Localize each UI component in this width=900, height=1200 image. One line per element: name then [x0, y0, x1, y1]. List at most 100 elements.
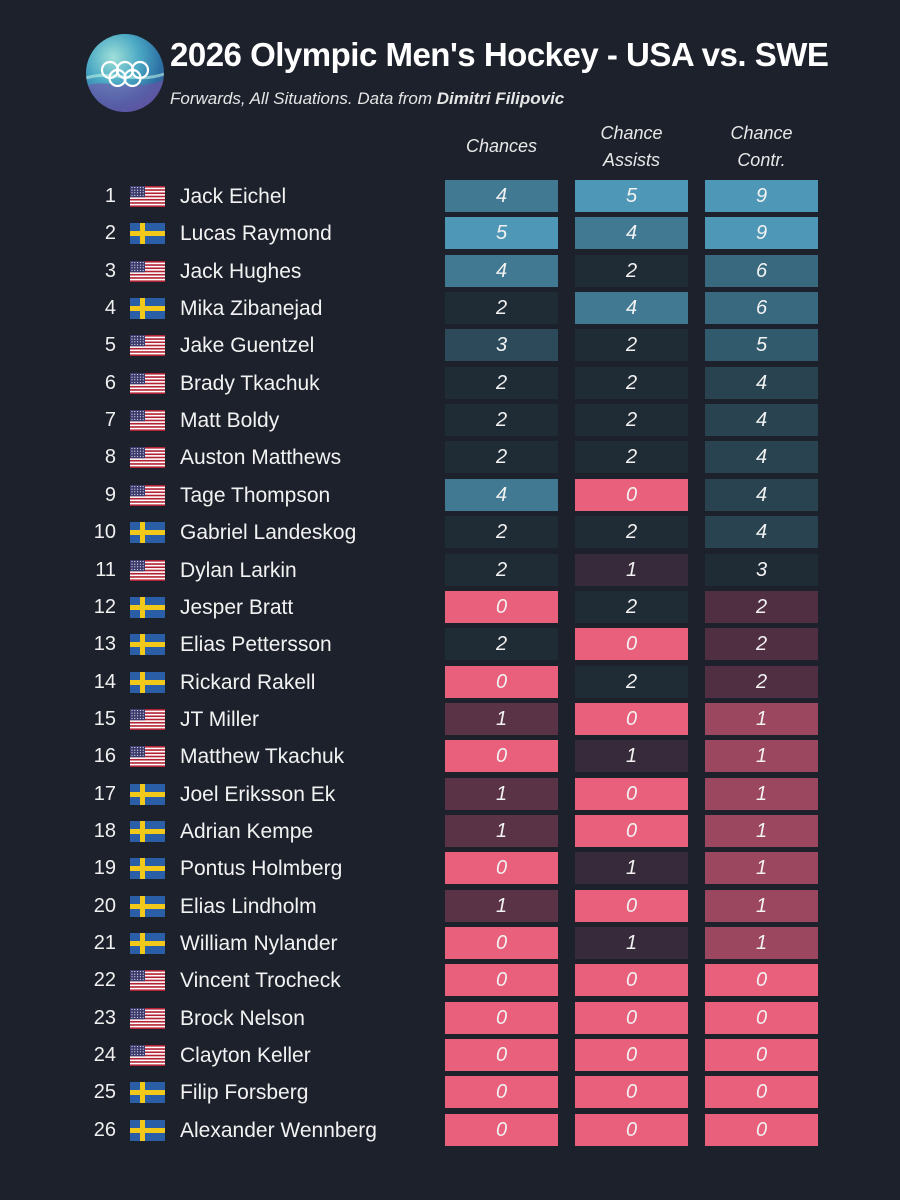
cell-chances: 0 [445, 1001, 558, 1034]
table-row: 15 JT Miller 1 0 1 [0, 701, 900, 738]
sweden-flag-icon [130, 223, 165, 245]
cell-contr: 4 [705, 441, 818, 474]
rank-label: 8 [104, 446, 116, 469]
cell-contr: 2 [705, 590, 818, 623]
cell-assists: 2 [575, 254, 688, 287]
cell-contr: 0 [705, 964, 818, 997]
sweden-flag [130, 933, 165, 954]
table-row: 18 Adrian Kempe 1 0 1 [0, 813, 900, 850]
column-header-line: Contr. [737, 150, 786, 170]
column-header-chances: Chances [441, 133, 563, 160]
cell-assists: 2 [575, 404, 688, 437]
usa-flag-icon [130, 746, 165, 768]
cell-assists: 0 [575, 889, 688, 922]
usa-flag-icon [130, 708, 165, 730]
table-row: 16 Matthew Tkachuk 0 1 1 [0, 738, 900, 775]
column-header-line: Chance [730, 123, 793, 143]
rank-label: 21 [93, 932, 116, 954]
usa-flag-icon [130, 1045, 165, 1067]
cell-chances: 1 [445, 777, 558, 810]
usa-flag [130, 372, 165, 394]
sweden-flag-icon [130, 933, 165, 954]
rank-label: 3 [104, 259, 116, 282]
rank-label: 13 [93, 633, 116, 656]
cell-contr: 2 [705, 628, 818, 661]
table-row: 17 Joel Eriksson Ek 1 0 1 [0, 776, 900, 813]
player-name: Jack Eichel [180, 185, 287, 208]
player-name: Rickard Rakell [180, 670, 316, 694]
sweden-flag-icon [130, 1082, 165, 1104]
sweden-flag [130, 783, 165, 805]
cell-contr: 1 [705, 852, 818, 885]
sweden-flag [130, 223, 165, 245]
sweden-flag [130, 820, 165, 842]
cell-chances: 0 [445, 964, 558, 997]
cell-chances: 0 [445, 927, 558, 959]
sweden-flag [130, 634, 165, 656]
usa-flag [130, 410, 165, 432]
cell-assists: 0 [575, 814, 688, 847]
cell-contr: 3 [705, 553, 818, 586]
rank-label: 22 [93, 969, 116, 992]
usa-flag [130, 1045, 165, 1067]
cell-assists: 2 [575, 366, 688, 399]
cell-chances: 1 [445, 889, 558, 922]
cell-chances: 1 [445, 814, 558, 847]
player-name: Gabriel Landeskog [180, 521, 357, 545]
usa-flag [130, 970, 165, 992]
player-name: Tage Thompson [180, 483, 331, 507]
rank-label: 7 [104, 409, 116, 432]
column-header-contr: Chance Contr. [701, 120, 823, 174]
table-row: 22 Vincent Trocheck 0 0 0 [0, 962, 900, 999]
table-row: 4 Mika Zibanejad 2 4 6 [0, 290, 900, 327]
chart-title: 2026 Olympic Men's Hockey - USA vs. SWE [170, 36, 829, 73]
rank-label: 4 [104, 297, 116, 320]
cell-assists: 2 [575, 590, 688, 623]
rank-label: 14 [93, 670, 116, 693]
player-name: Jack Hughes [180, 259, 302, 283]
cell-contr: 4 [705, 478, 818, 511]
usa-flag [130, 447, 165, 469]
player-name: Joel Eriksson Ek [180, 782, 336, 806]
usa-flag-icon [130, 410, 165, 432]
sweden-flag [130, 298, 165, 320]
rank-label: 15 [93, 707, 116, 730]
table-row: 13 Elias Pettersson 2 0 2 [0, 626, 900, 663]
player-name: Alexander Wennberg [180, 1118, 377, 1142]
table-row: 14 Rickard Rakell 0 2 2 [0, 664, 900, 701]
cell-assists: 5 [575, 180, 688, 212]
rank-label: 19 [93, 857, 116, 880]
sweden-flag [130, 858, 165, 880]
cell-chances: 2 [445, 628, 558, 661]
cell-assists: 0 [575, 1039, 688, 1072]
cell-contr: 9 [705, 217, 818, 250]
player-name: Lucas Raymond [180, 222, 332, 246]
usa-flag [130, 1007, 165, 1029]
player-name: Brock Nelson [180, 1006, 305, 1030]
table-row: 26 Alexander Wennberg 0 0 0 [0, 1112, 900, 1149]
cell-contr: 6 [705, 292, 818, 325]
player-name: Jesper Bratt [180, 595, 294, 619]
cell-contr: 2 [705, 665, 818, 698]
cell-contr: 1 [705, 702, 818, 735]
cell-chances: 3 [445, 329, 558, 362]
sweden-flag-icon [130, 298, 165, 320]
table-row: 7 Matt Boldy 2 2 4 [0, 402, 900, 439]
cell-assists: 1 [575, 927, 688, 959]
sweden-flag-icon [130, 634, 165, 656]
cell-assists: 0 [575, 964, 688, 997]
usa-flag-icon [130, 559, 165, 581]
table-row: 24 Clayton Keller 0 0 0 [0, 1037, 900, 1074]
table-row: 1 Jack Eichel 4 5 9 [0, 178, 900, 215]
cell-assists: 0 [575, 1113, 688, 1146]
usa-flag-icon [130, 447, 165, 469]
cell-contr: 0 [705, 1076, 818, 1109]
cell-assists: 0 [575, 702, 688, 735]
sweden-flag-icon [130, 1119, 165, 1141]
column-header-line: Assists [602, 150, 660, 170]
rank-label: 20 [93, 894, 116, 917]
rank-label: 2 [104, 222, 116, 245]
rank-label: 9 [104, 483, 116, 506]
rank-label: 26 [93, 1118, 116, 1141]
cell-contr: 4 [705, 366, 818, 399]
